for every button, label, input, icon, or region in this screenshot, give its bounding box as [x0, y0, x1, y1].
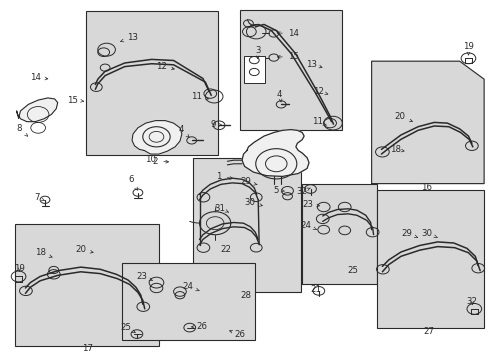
Text: 32: 32	[296, 187, 310, 196]
Text: 30: 30	[244, 198, 262, 207]
Polygon shape	[371, 61, 483, 184]
Text: 6: 6	[128, 175, 137, 190]
Text: 18: 18	[389, 145, 403, 154]
Text: 17: 17	[81, 344, 92, 353]
Polygon shape	[132, 121, 182, 154]
Text: 27: 27	[423, 328, 434, 336]
Text: 23: 23	[302, 200, 319, 209]
Text: 24: 24	[300, 220, 316, 230]
Text: 29: 29	[240, 177, 257, 186]
Text: 21: 21	[309, 285, 320, 294]
Text: 16: 16	[420, 184, 431, 192]
Text: 13: 13	[306, 59, 321, 68]
Bar	[122, 263, 255, 340]
Text: 19: 19	[462, 42, 473, 55]
Text: 26: 26	[191, 323, 206, 331]
Text: 1: 1	[216, 172, 232, 181]
Text: 25: 25	[121, 323, 135, 333]
Text: 14: 14	[277, 29, 298, 37]
Text: 24: 24	[183, 282, 199, 291]
Text: 11: 11	[312, 117, 325, 126]
Polygon shape	[17, 98, 58, 122]
Text: 25: 25	[347, 266, 358, 275]
Bar	[239, 10, 342, 130]
Text: 18: 18	[35, 248, 52, 257]
Text: 23: 23	[136, 272, 152, 281]
Text: 2: 2	[152, 157, 168, 166]
Text: 3: 3	[254, 46, 260, 59]
Text: 30: 30	[420, 229, 436, 238]
Polygon shape	[242, 130, 308, 176]
Text: 14: 14	[30, 73, 48, 82]
Text: 4: 4	[276, 90, 282, 102]
Text: 20: 20	[394, 112, 412, 122]
Text: 15: 15	[67, 95, 83, 104]
Bar	[376, 190, 483, 328]
Text: 5: 5	[273, 186, 284, 194]
Text: 29: 29	[401, 229, 417, 238]
Text: 26: 26	[229, 330, 244, 338]
Text: 9: 9	[210, 120, 221, 129]
Bar	[85, 11, 217, 155]
Bar	[302, 184, 376, 284]
Text: 32: 32	[466, 297, 476, 306]
Text: 10: 10	[145, 154, 156, 163]
Bar	[193, 158, 300, 292]
Text: 28: 28	[240, 292, 250, 300]
Text: 19: 19	[14, 264, 25, 273]
Bar	[15, 224, 159, 346]
Text: 22: 22	[220, 245, 231, 253]
Text: 8: 8	[17, 124, 28, 136]
Text: 20: 20	[75, 245, 93, 253]
Text: 15: 15	[277, 52, 298, 61]
Bar	[243, 56, 264, 83]
Text: 11: 11	[191, 92, 208, 101]
Text: 12: 12	[313, 87, 327, 96]
Text: 7: 7	[34, 193, 45, 202]
Text: 13: 13	[121, 33, 137, 42]
Text: 4: 4	[178, 125, 189, 137]
Text: 31: 31	[214, 203, 228, 212]
Text: 12: 12	[156, 62, 174, 71]
